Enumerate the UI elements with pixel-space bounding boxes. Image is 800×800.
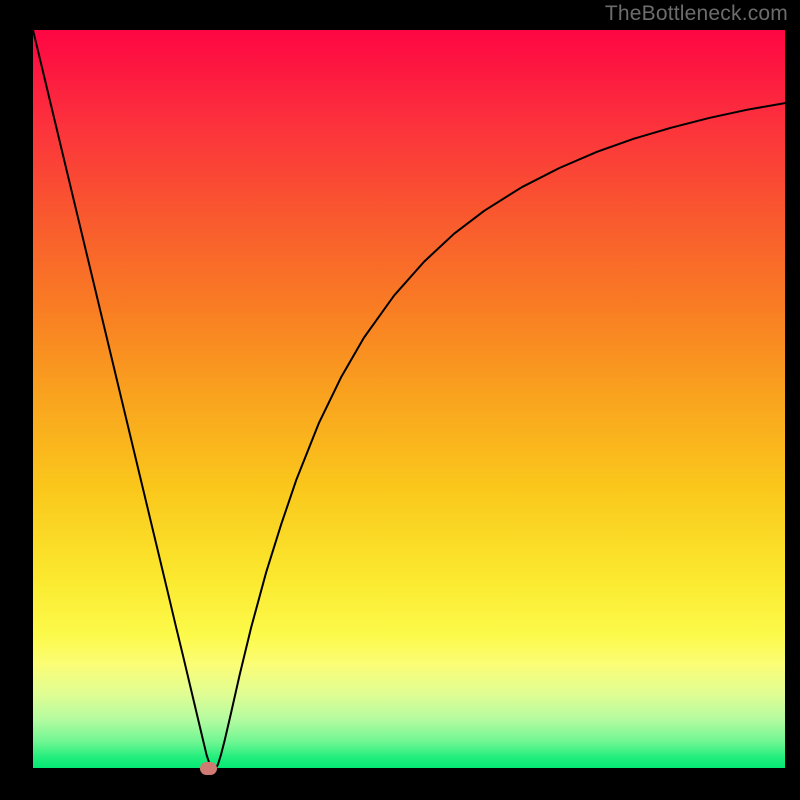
plot-area — [33, 30, 785, 768]
bottleneck-curve — [33, 30, 785, 768]
watermark-text: TheBottleneck.com — [605, 2, 788, 26]
chart-frame: TheBottleneck.com — [0, 0, 800, 800]
minimum-marker — [200, 762, 217, 775]
curve-path — [33, 30, 785, 768]
